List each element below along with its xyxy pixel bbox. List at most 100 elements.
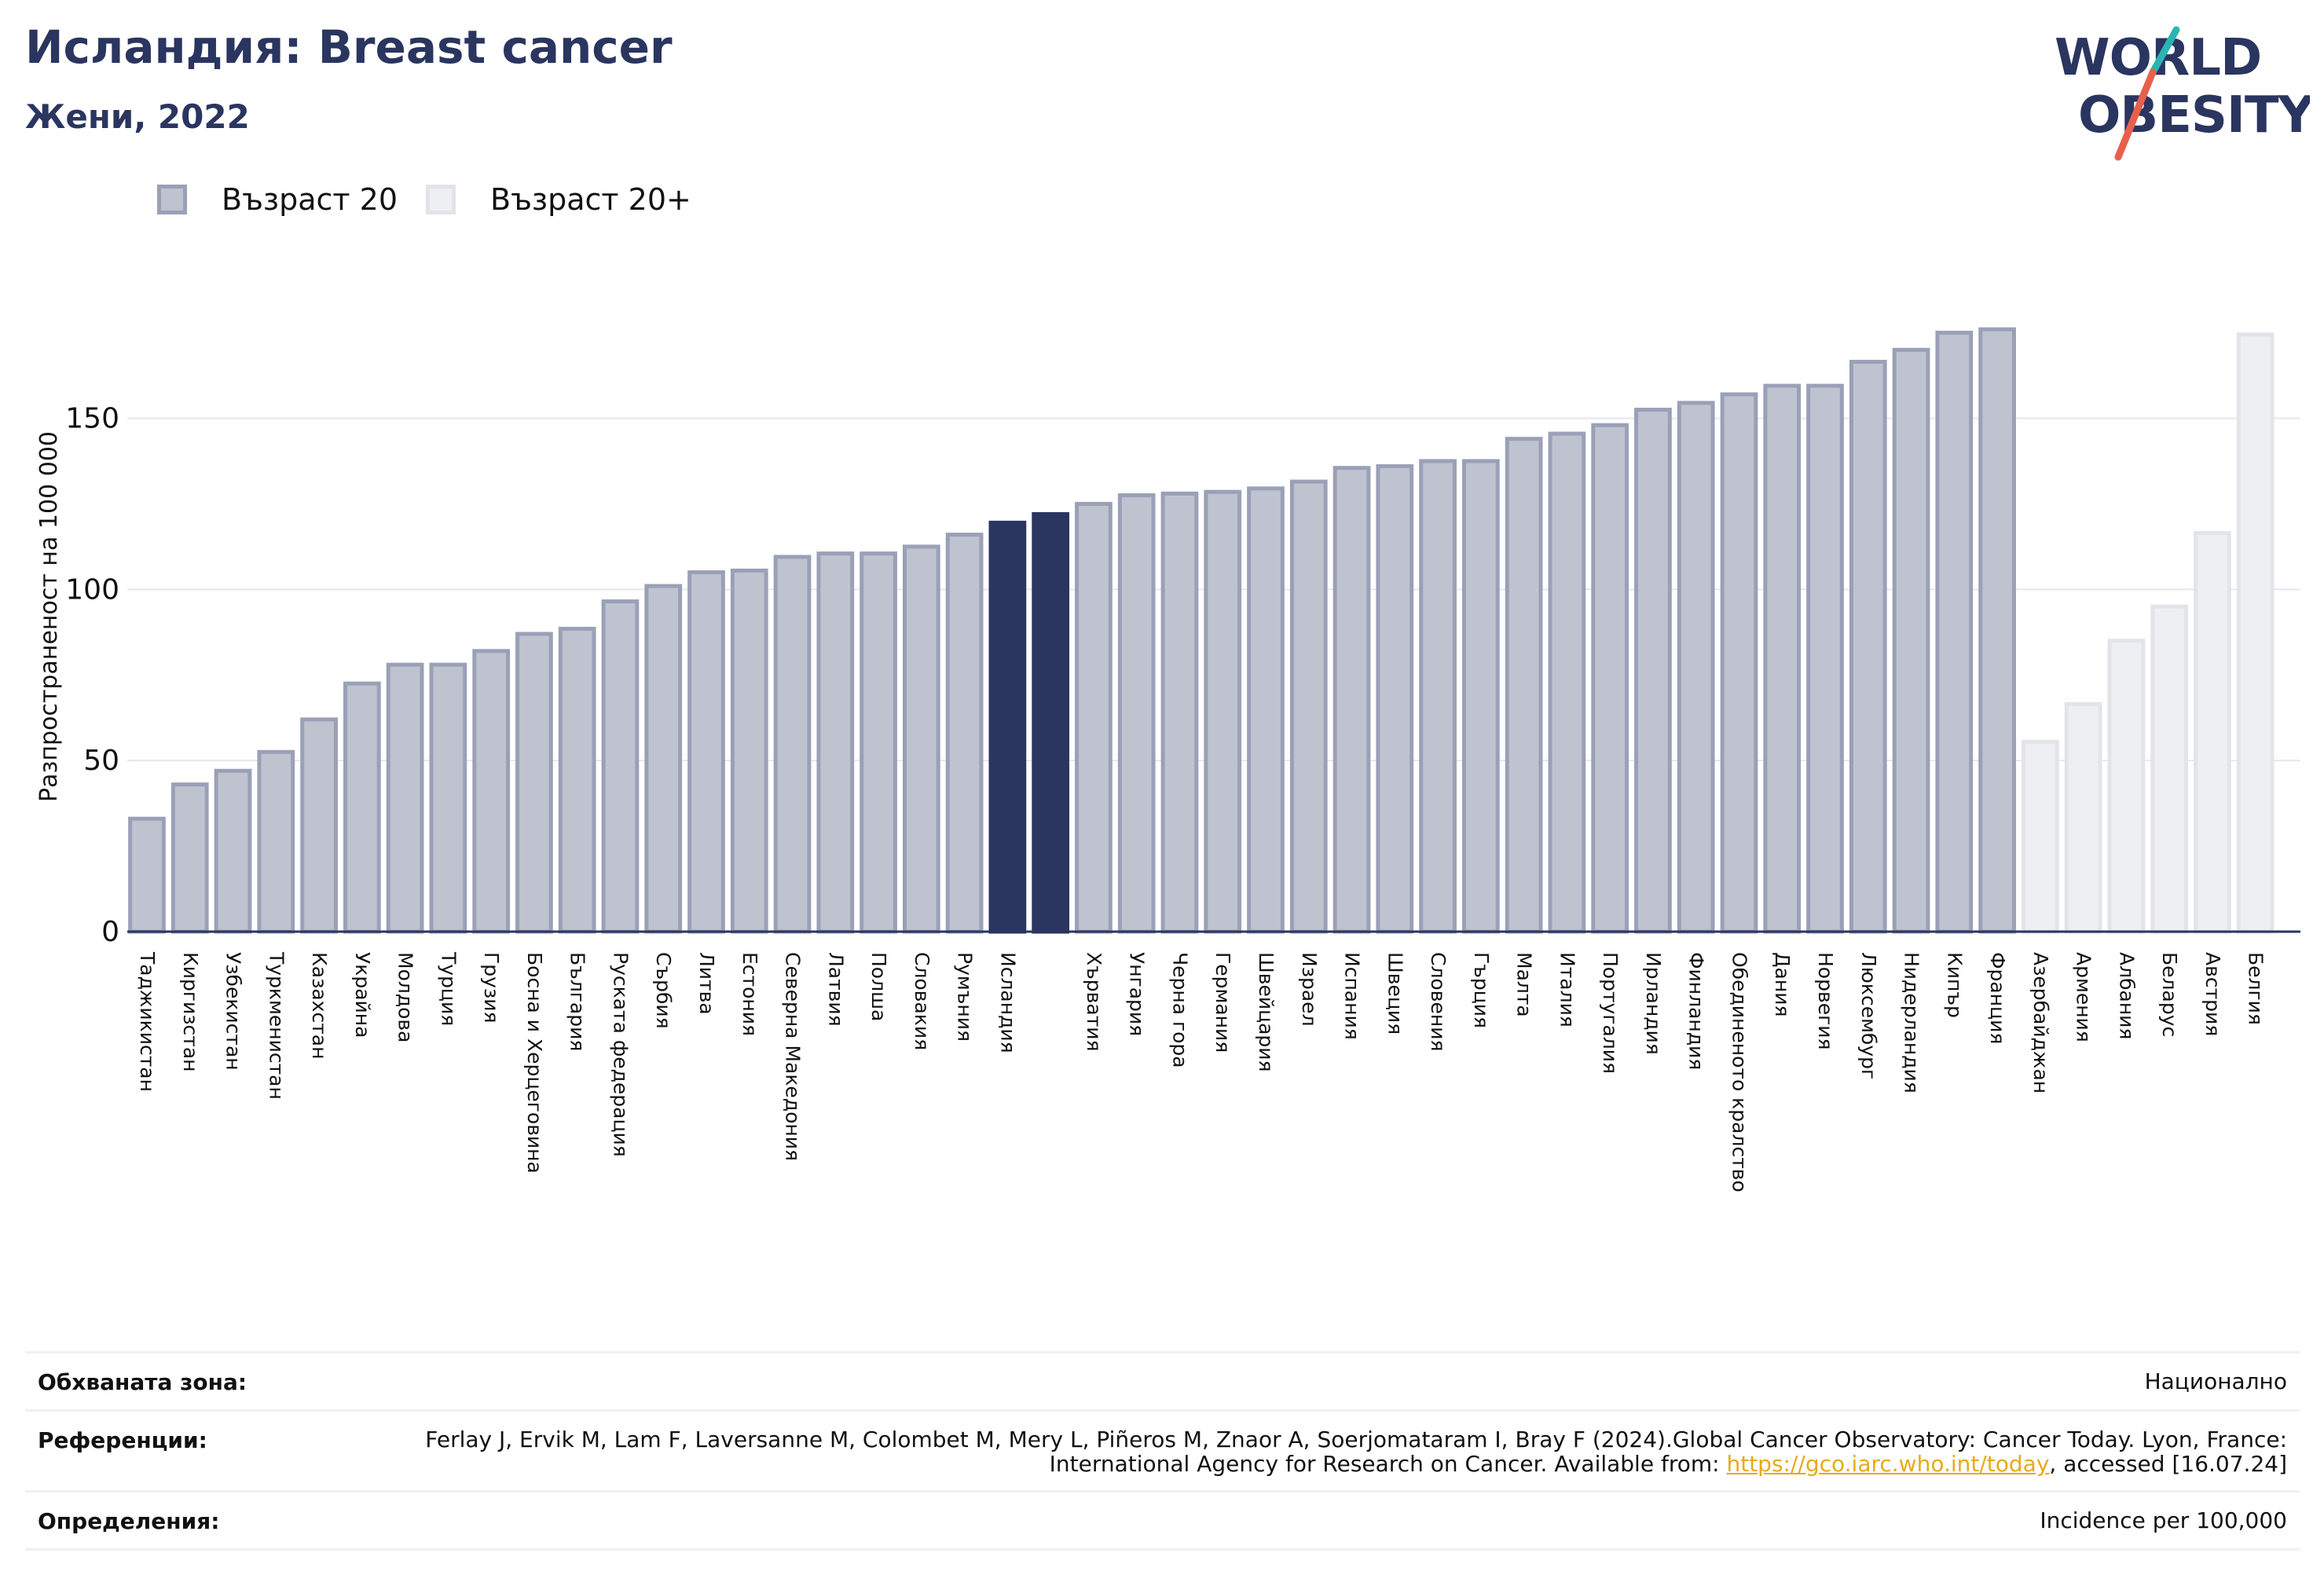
logo-line2: OBESITY xyxy=(2078,86,2310,145)
x-tick-label: Северна Македония xyxy=(782,952,805,1161)
bar[interactable] xyxy=(1075,501,1113,934)
bar[interactable] xyxy=(1978,327,2016,934)
bar[interactable] xyxy=(343,681,381,934)
x-tick-label: Малта xyxy=(1513,952,1536,1017)
bar[interactable] xyxy=(558,626,596,934)
bar[interactable] xyxy=(1332,466,1371,934)
bar[interactable] xyxy=(2150,604,2189,934)
bar[interactable] xyxy=(257,749,295,934)
bar[interactable] xyxy=(1247,486,1285,934)
bar[interactable] xyxy=(730,568,768,934)
x-tick-label: Босна и Херцеговина xyxy=(523,952,546,1174)
x-tick-label: Азербайджан xyxy=(2029,952,2052,1093)
bar[interactable] xyxy=(2021,739,2059,934)
bar[interactable] xyxy=(1419,459,1457,934)
bar[interactable] xyxy=(1591,423,1629,934)
x-tick-label: Норвегия xyxy=(1814,952,1837,1050)
x-tick-label: Латвия xyxy=(824,952,847,1027)
bar[interactable] xyxy=(1849,360,1887,934)
y-tick-label: 0 xyxy=(101,916,119,948)
bar[interactable] xyxy=(300,717,338,934)
bar[interactable] xyxy=(644,584,683,934)
bar[interactable] xyxy=(1032,511,1070,934)
y-tick-label: 100 xyxy=(65,573,119,606)
x-tick-label: Турция xyxy=(437,951,460,1026)
references-suffix: , accessed [16.07.24] xyxy=(2049,1451,2287,1477)
bar[interactable] xyxy=(860,551,897,934)
bars xyxy=(128,327,2275,934)
x-tick-label: Румъния xyxy=(954,952,977,1042)
bar[interactable] xyxy=(1720,392,1758,934)
bar[interactable] xyxy=(773,555,812,934)
bar[interactable] xyxy=(2194,530,2231,934)
x-tick-label: Испания xyxy=(1341,952,1364,1040)
legend-label-age20plus: Възраст 20+ xyxy=(490,182,691,217)
x-tick-label: Естония xyxy=(739,952,761,1036)
bar[interactable] xyxy=(1289,479,1328,934)
bar[interactable] xyxy=(1677,401,1715,934)
bar[interactable] xyxy=(128,816,166,934)
x-tick-label: Дания xyxy=(1771,952,1794,1016)
coverage-value: Национално xyxy=(2144,1368,2287,1394)
references-value: Ferlay J, Ervik M, Lam F, Laversanne M, … xyxy=(323,1427,2287,1476)
bar[interactable] xyxy=(1634,408,1672,934)
bar[interactable] xyxy=(2236,332,2275,934)
references-label: Референции: xyxy=(38,1427,207,1453)
bar[interactable] xyxy=(902,544,940,934)
definitions-value: Incidence per 100,000 xyxy=(2040,1507,2287,1533)
bar[interactable] xyxy=(214,768,252,934)
x-tick-label: Ирландия xyxy=(1642,952,1665,1055)
bar[interactable] xyxy=(1935,331,1974,934)
bar[interactable] xyxy=(1160,491,1199,934)
definitions-label: Определения: xyxy=(38,1508,220,1534)
legend-item-age20[interactable]: Възраст 20 xyxy=(157,182,398,217)
x-tick-label: Казахстан xyxy=(308,952,331,1059)
bar[interactable] xyxy=(515,632,553,934)
bar[interactable] xyxy=(429,662,467,934)
logo-slash-top xyxy=(2149,26,2180,76)
bar[interactable] xyxy=(1806,383,1844,934)
x-tick-label: Нидерландия xyxy=(1901,952,1923,1093)
bar[interactable] xyxy=(1117,493,1156,934)
references-text: Ferlay J, Ervik M, Lam F, Laversanne M, … xyxy=(425,1427,2287,1477)
y-tick-label: 50 xyxy=(83,745,119,777)
bar[interactable] xyxy=(2064,701,2102,934)
x-tick-label: Кипър xyxy=(1943,952,1966,1018)
bar[interactable] xyxy=(601,599,640,934)
legend-swatch-age20plus xyxy=(426,185,456,214)
x-tick-label: Киргизстан xyxy=(179,952,202,1072)
bar[interactable] xyxy=(386,662,424,934)
bar[interactable] xyxy=(1461,459,1500,934)
x-tick-label: Грузия xyxy=(480,952,503,1024)
x-tick-label: Белгия xyxy=(2245,952,2267,1025)
bar[interactable] xyxy=(1548,431,1586,934)
bar[interactable] xyxy=(945,533,984,934)
x-tick-label: Полша xyxy=(867,952,890,1021)
x-tick-label: Обединеното кралство xyxy=(1728,952,1750,1192)
bar[interactable] xyxy=(1763,383,1802,934)
bar[interactable] xyxy=(472,649,511,934)
x-tick-label: Руската федерация xyxy=(609,952,632,1157)
bar[interactable] xyxy=(1204,489,1242,934)
x-tick-label: Таджикистан xyxy=(136,951,159,1092)
legend-label-age20: Възраст 20 xyxy=(222,182,398,217)
references-link[interactable]: https://gco.iarc.who.int/today xyxy=(1726,1451,2050,1477)
bar[interactable] xyxy=(1505,437,1543,934)
x-tick-label: Исландия xyxy=(996,952,1019,1053)
bar[interactable] xyxy=(1892,347,1930,934)
y-tick-label: 150 xyxy=(65,402,119,434)
x-tick-label: Сърбия xyxy=(652,952,675,1029)
bar[interactable] xyxy=(816,551,855,934)
bar[interactable] xyxy=(1376,463,1414,934)
x-tick-label: Люксембург xyxy=(1857,952,1880,1079)
x-tick-label: Словения xyxy=(1427,952,1450,1051)
bar[interactable] xyxy=(687,570,725,934)
world-obesity-logo: WORLD OBESITY xyxy=(2055,26,2310,161)
bar[interactable] xyxy=(170,782,209,934)
bar[interactable] xyxy=(988,520,1027,934)
y-tick-labels: 0 50 100 150 xyxy=(65,402,119,948)
logo-slash-bottom xyxy=(2114,68,2157,161)
legend-item-age20plus[interactable]: Възраст 20+ xyxy=(426,182,691,217)
bar[interactable] xyxy=(2107,639,2146,934)
x-tick-label: Туркменистан xyxy=(265,951,288,1100)
